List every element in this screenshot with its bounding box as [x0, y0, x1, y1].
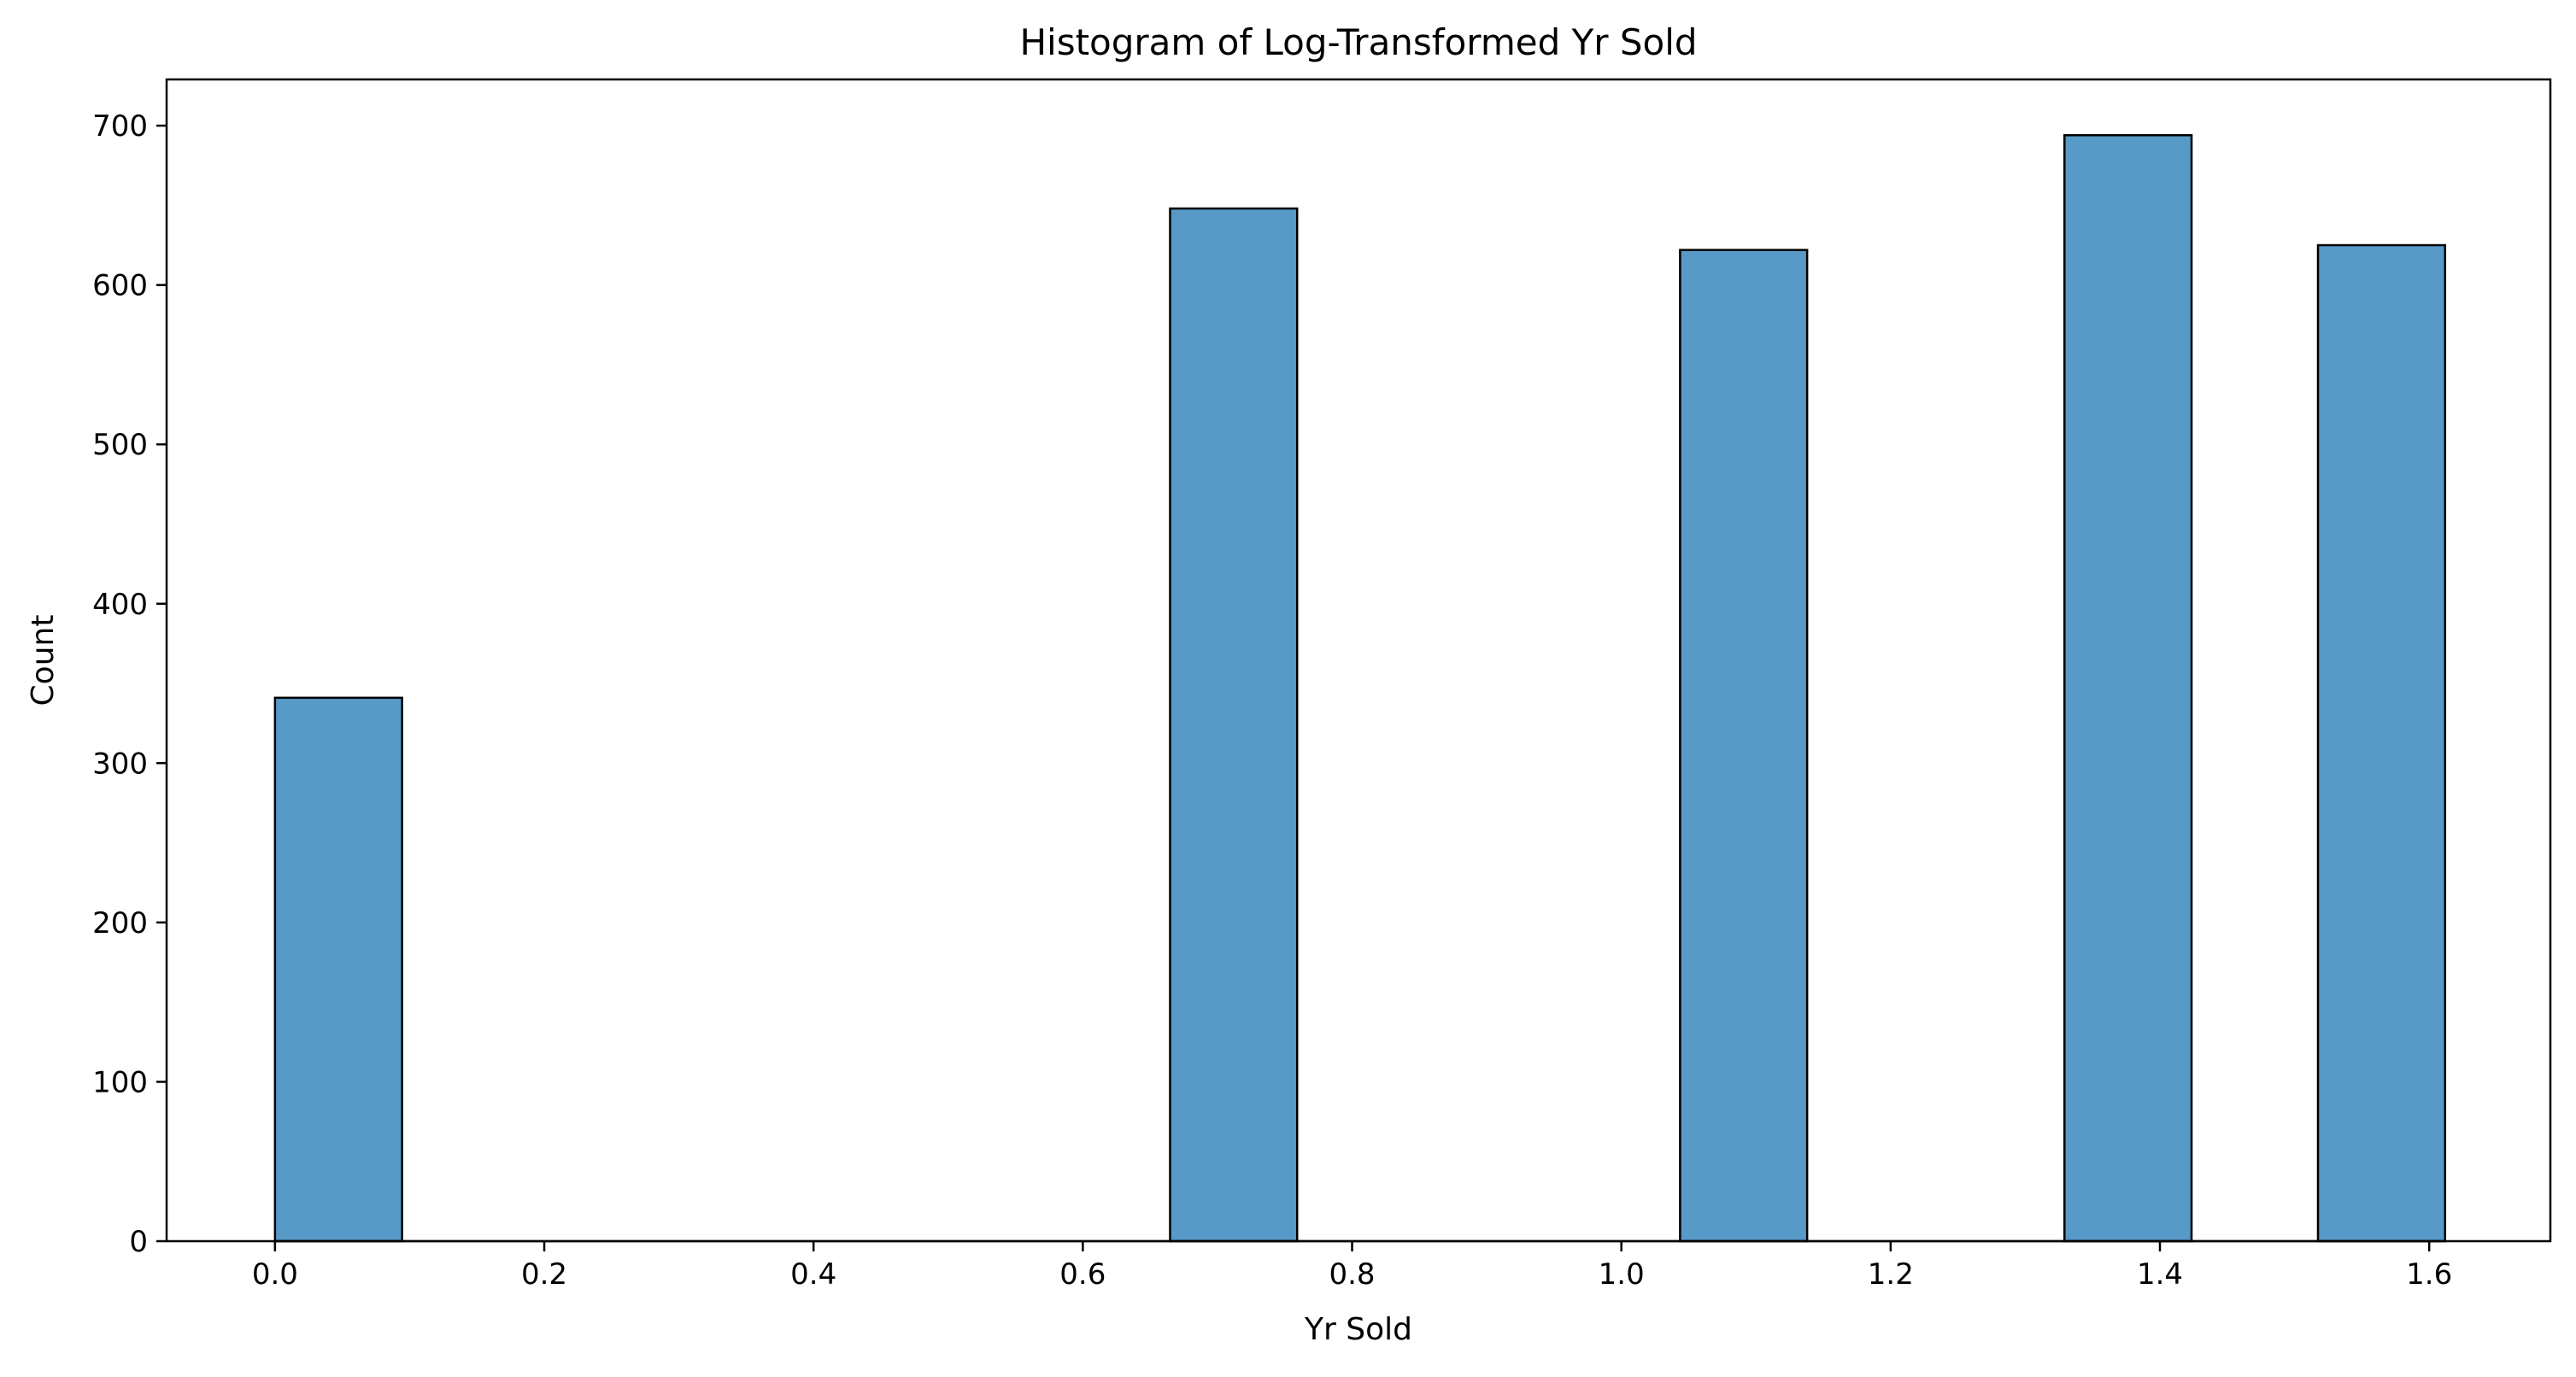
bars-layer — [273, 134, 2447, 1243]
x-tick-label: 0.8 — [1329, 1257, 1375, 1292]
histogram-bar — [1679, 249, 1809, 1243]
x-tick-label: 0.6 — [1059, 1257, 1106, 1292]
y-tick-label: 700 — [92, 109, 148, 144]
histogram-bar — [273, 696, 403, 1243]
plot-frame — [165, 78, 2552, 1243]
x-tick-label: 0.0 — [252, 1257, 298, 1292]
histogram-bar — [2063, 134, 2193, 1243]
chart-title: Histogram of Log-Transformed Yr Sold — [1019, 21, 1697, 63]
histogram-bar — [2316, 243, 2447, 1243]
x-tick-label: 1.6 — [2406, 1257, 2452, 1292]
y-tick-label: 200 — [92, 906, 148, 940]
x-tick-label: 0.2 — [521, 1257, 567, 1292]
x-axis-ticks: 0.0 0.2 0.4 0.6 0.8 1.0 1.2 1.4 1.6 — [252, 1241, 2452, 1292]
histogram-bar — [1169, 207, 1299, 1243]
y-axis-ticks: 0 100 200 300 400 500 600 700 — [92, 109, 167, 1259]
y-tick-label: 400 — [92, 588, 148, 622]
y-axis-label: Count — [26, 615, 61, 706]
x-tick-label: 0.4 — [790, 1257, 836, 1292]
x-tick-label: 1.2 — [1868, 1257, 1914, 1292]
x-tick-label: 1.0 — [1599, 1257, 1645, 1292]
y-tick-label: 0 — [129, 1225, 148, 1259]
y-tick-label: 100 — [92, 1065, 148, 1099]
x-axis-label: Yr Sold — [1304, 1312, 1412, 1347]
y-tick-label: 500 — [92, 428, 148, 462]
x-tick-label: 1.4 — [2137, 1257, 2183, 1292]
y-tick-label: 600 — [92, 269, 148, 303]
y-tick-label: 300 — [92, 747, 148, 781]
